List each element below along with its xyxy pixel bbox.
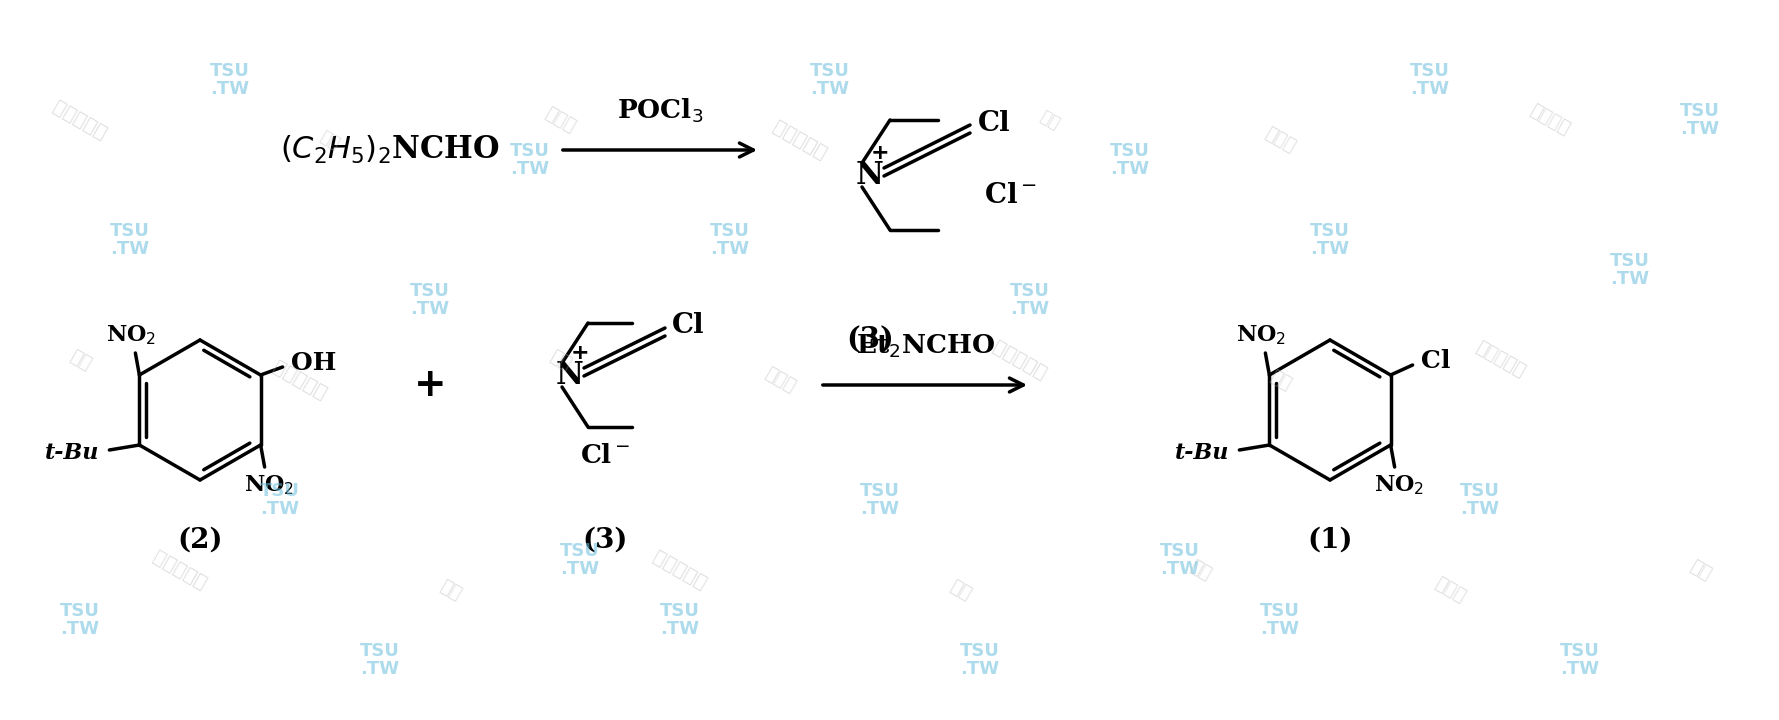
Text: .TW: .TW — [1461, 500, 1500, 518]
Text: TSU: TSU — [809, 62, 850, 80]
Text: OH: OH — [290, 351, 336, 375]
Text: TSU: TSU — [1110, 142, 1149, 160]
Text: .TW: .TW — [1610, 270, 1649, 288]
Text: 天山医学院: 天山医学院 — [770, 117, 831, 163]
Text: .TW: .TW — [1411, 80, 1450, 98]
Text: TSU: TSU — [560, 542, 600, 560]
Text: .TW: .TW — [1681, 120, 1720, 138]
Text: .TW: .TW — [1160, 560, 1199, 578]
Text: 天山医学: 天山医学 — [1526, 102, 1573, 138]
Text: t-Bu: t-Bu — [1174, 442, 1229, 464]
Text: TSU: TSU — [1461, 482, 1500, 500]
Text: NO$_2$: NO$_2$ — [244, 473, 294, 497]
Text: .TW: .TW — [110, 240, 149, 258]
Text: (1): (1) — [1308, 526, 1352, 554]
Text: (3): (3) — [582, 526, 628, 554]
Text: .TW: .TW — [1560, 660, 1599, 678]
Text: TSU: TSU — [110, 222, 149, 240]
Text: Cl: Cl — [1421, 349, 1450, 373]
Text: .TW: .TW — [1110, 160, 1149, 178]
Text: .TW: .TW — [560, 560, 600, 578]
Text: .TW: .TW — [961, 660, 1000, 678]
Text: .TW: .TW — [260, 500, 299, 518]
Text: 天山医学院: 天山医学院 — [649, 547, 710, 593]
Text: 天山: 天山 — [317, 127, 343, 153]
Text: $(C_2H_5)_2$NCHO: $(C_2H_5)_2$NCHO — [279, 134, 500, 166]
Text: 天山医学院: 天山医学院 — [50, 97, 110, 143]
Text: NO$_2$: NO$_2$ — [1236, 323, 1286, 347]
Text: 天山: 天山 — [1187, 557, 1213, 583]
Text: 天山: 天山 — [546, 347, 575, 373]
Text: TSU: TSU — [1309, 222, 1350, 240]
Text: TSU: TSU — [1010, 282, 1050, 300]
Text: NO$_2$: NO$_2$ — [1373, 473, 1423, 497]
Text: 医学院: 医学院 — [1261, 124, 1299, 156]
Text: TSU: TSU — [1160, 542, 1201, 560]
Text: N: N — [856, 160, 884, 191]
Text: TSU: TSU — [859, 482, 900, 500]
Text: 医学院: 医学院 — [761, 364, 799, 396]
Text: .TW: .TW — [411, 300, 450, 318]
Text: .TW: .TW — [660, 620, 699, 638]
Text: 天山: 天山 — [1037, 107, 1064, 132]
Text: TSU: TSU — [260, 482, 301, 500]
Text: .TW: .TW — [210, 80, 249, 98]
Text: 学院: 学院 — [946, 577, 973, 603]
Text: .TW: .TW — [811, 80, 850, 98]
Text: 学院: 学院 — [66, 347, 94, 373]
Text: Cl: Cl — [672, 312, 704, 338]
Text: 医学: 医学 — [436, 577, 464, 603]
Text: TSU: TSU — [359, 642, 400, 660]
Text: TSU: TSU — [1610, 252, 1649, 270]
Text: Cl$^-$: Cl$^-$ — [580, 443, 630, 467]
Text: NO$_2$: NO$_2$ — [107, 323, 157, 347]
Text: TSU: TSU — [1260, 602, 1300, 620]
Text: POCl$_3$: POCl$_3$ — [617, 96, 703, 125]
Text: 天山医学院: 天山医学院 — [270, 357, 331, 403]
Text: TSU: TSU — [210, 62, 249, 80]
Text: TSU: TSU — [660, 602, 699, 620]
Text: TSU: TSU — [60, 602, 100, 620]
Text: TSU: TSU — [710, 222, 751, 240]
Text: (2): (2) — [178, 526, 222, 554]
Text: +: + — [870, 143, 890, 163]
Text: TSU: TSU — [411, 282, 450, 300]
Text: .TW: .TW — [60, 620, 100, 638]
Text: TSU: TSU — [511, 142, 550, 160]
Text: 天山: 天山 — [1686, 557, 1713, 583]
Text: .TW: .TW — [511, 160, 550, 178]
Text: 天山医学院: 天山医学院 — [1473, 339, 1528, 381]
Text: .TW: .TW — [361, 660, 400, 678]
Text: 医学院: 医学院 — [1432, 574, 1468, 606]
Text: .TW: .TW — [1261, 620, 1300, 638]
Text: N: N — [557, 359, 584, 390]
Text: TSU: TSU — [1560, 642, 1599, 660]
Text: .TW: .TW — [1010, 300, 1050, 318]
Text: TSU: TSU — [1411, 62, 1450, 80]
Text: (3): (3) — [847, 325, 893, 354]
Text: t-Bu: t-Bu — [44, 442, 100, 464]
Text: +: + — [415, 366, 447, 404]
Text: 天山医学院: 天山医学院 — [989, 337, 1050, 383]
Text: 学院: 学院 — [1267, 366, 1293, 393]
Text: .TW: .TW — [861, 500, 900, 518]
Text: Cl: Cl — [978, 109, 1010, 137]
Text: TSU: TSU — [961, 642, 1000, 660]
Text: .TW: .TW — [1311, 240, 1350, 258]
Text: TSU: TSU — [1679, 102, 1720, 120]
Text: 医学院: 医学院 — [541, 104, 578, 136]
Text: Et$_2$NCHO: Et$_2$NCHO — [856, 333, 994, 360]
Text: Cl$^-$: Cl$^-$ — [984, 181, 1037, 209]
Text: .TW: .TW — [710, 240, 749, 258]
Text: 天山医学院: 天山医学院 — [149, 547, 210, 593]
Text: +: + — [571, 343, 589, 363]
